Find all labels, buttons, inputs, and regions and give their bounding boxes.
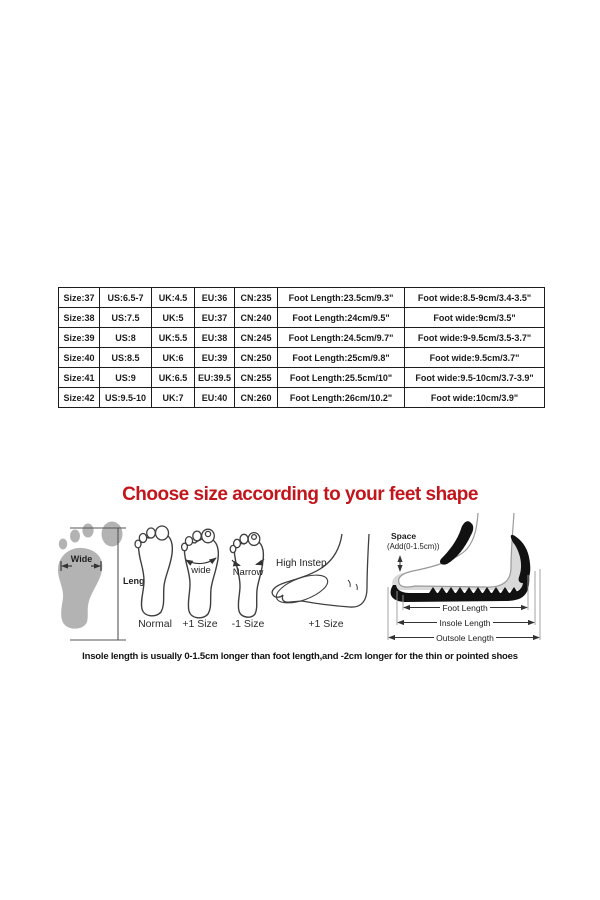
footprint-icon (58, 521, 123, 629)
wide-label: Wide (71, 554, 92, 564)
narrow-arrows (231, 558, 265, 567)
cell-eu: EU:37 (194, 307, 235, 328)
shoe-heel-shape (510, 534, 531, 584)
cell-eu: EU:40 (194, 387, 235, 408)
cell-size: Size:41 (58, 367, 100, 388)
cell-cn: CN:260 (234, 387, 278, 408)
space-label: Space (391, 531, 416, 541)
high-instep-foot-icon: High Instep (271, 533, 370, 608)
foot-label-minus1: -1 Size (231, 618, 265, 630)
cell-size: Size:42 (58, 387, 100, 408)
cell-foot-length: Foot Length:24.5cm/9.7" (277, 327, 405, 348)
foot-label-plus1-instep: +1 Size (308, 618, 344, 630)
cell-size: Size:39 (58, 327, 100, 348)
cell-cn: CN:250 (234, 347, 278, 368)
cell-cn: CN:240 (234, 307, 278, 328)
cell-foot-length: Foot Length:26cm/10.2" (277, 387, 405, 408)
cell-cn: CN:255 (234, 367, 278, 388)
cell-size: Size:40 (58, 347, 100, 368)
cell-foot-length: Foot Length:25cm/9.8" (277, 347, 405, 368)
cell-foot-wide: Foot wide:9-9.5cm/3.5-3.7" (404, 327, 545, 348)
wide-arrow (185, 557, 217, 566)
cell-us: US:6.5-7 (99, 287, 152, 308)
length-measure-lines (70, 527, 126, 641)
insole-note: Insole length is usually 0-1.5cm longer … (82, 651, 518, 662)
foot-length-label: Foot Length (442, 603, 488, 613)
cell-foot-length: Foot Length:23.5cm/9.3" (277, 287, 405, 308)
cell-foot-wide: Foot wide:10cm/3.9" (404, 387, 545, 408)
cell-uk: UK:4.5 (151, 287, 195, 308)
table-row: Size:39 US:8 UK:5.5 EU:38 CN:245 Foot Le… (58, 327, 545, 348)
cell-foot-wide: Foot wide:9.5-10cm/3.7-3.9" (404, 367, 545, 388)
size-table: Size:37 US:6.5-7 UK:4.5 EU:36 CN:235 Foo… (58, 287, 545, 408)
cell-us: US:9 (99, 367, 152, 388)
shoe-collar-shape (439, 521, 474, 565)
cell-eu: EU:39.5 (194, 367, 235, 388)
insole-length-label: Insole Length (439, 618, 490, 628)
table-row: Size:37 US:6.5-7 UK:4.5 EU:36 CN:235 Foo… (58, 287, 545, 308)
cell-size: Size:38 (58, 307, 100, 328)
table-row: Size:42 US:9.5-10 UK:7 EU:40 CN:260 Foot… (58, 387, 545, 408)
cell-uk: UK:6 (151, 347, 195, 368)
cell-uk: UK:5 (151, 307, 195, 328)
space-note: (Add(0-1.5cm)) (387, 542, 440, 551)
table-row: Size:41 US:9 UK:6.5 EU:39.5 CN:255 Foot … (58, 367, 545, 388)
shoe-sole-shape (390, 573, 530, 602)
normal-foot-icon (134, 525, 174, 617)
cell-uk: UK:7 (151, 387, 195, 408)
cell-foot-wide: Foot wide:8.5-9cm/3.4-3.5" (404, 287, 545, 308)
wide-annotation: wide (190, 565, 211, 576)
cell-us: US:7.5 (99, 307, 152, 328)
cell-us: US:8.5 (99, 347, 152, 368)
measure-ticks (387, 569, 541, 640)
table-row: Size:38 US:7.5 UK:5 EU:37 CN:240 Foot Le… (58, 307, 545, 328)
shoe-length-diagram: Space (Add(0-1.5cm)) Foot Length Insole … (387, 512, 541, 643)
cell-eu: EU:36 (194, 287, 235, 308)
cell-foot-length: Foot Length:24cm/9.5" (277, 307, 405, 328)
instep-loop (275, 574, 329, 604)
cell-eu: EU:38 (194, 327, 235, 348)
length-label: Length (123, 576, 153, 586)
cell-eu: EU:39 (194, 347, 235, 368)
cell-us: US:9.5-10 (99, 387, 152, 408)
cell-foot-length: Foot Length:25.5cm/10" (277, 367, 405, 388)
cell-us: US:8 (99, 327, 152, 348)
cell-uk: UK:6.5 (151, 367, 195, 388)
narrow-foot-icon: Narrow (229, 531, 265, 618)
cell-foot-wide: Foot wide:9.5cm/3.7" (404, 347, 545, 368)
cell-cn: CN:235 (234, 287, 278, 308)
foot-leg-outline (398, 512, 515, 588)
footprint-measure-diagram: Wide Length (58, 521, 153, 641)
narrow-annotation: Narrow (233, 567, 264, 578)
section-heading: Choose size according to your feet shape (122, 484, 478, 505)
wide-foot-icon: wide (180, 528, 220, 619)
foot-label-plus1-wide: +1 Size (182, 618, 218, 630)
cell-size: Size:37 (58, 287, 100, 308)
outsole-length-label: Outsole Length (436, 633, 494, 643)
high-instep-annotation: High Instep (276, 558, 327, 569)
cell-cn: CN:245 (234, 327, 278, 348)
cell-uk: UK:5.5 (151, 327, 195, 348)
table-row: Size:40 US:8.5 UK:6 EU:39 CN:250 Foot Le… (58, 347, 545, 368)
cell-foot-wide: Foot wide:9cm/3.5" (404, 307, 545, 328)
foot-label-normal: Normal (138, 618, 172, 630)
